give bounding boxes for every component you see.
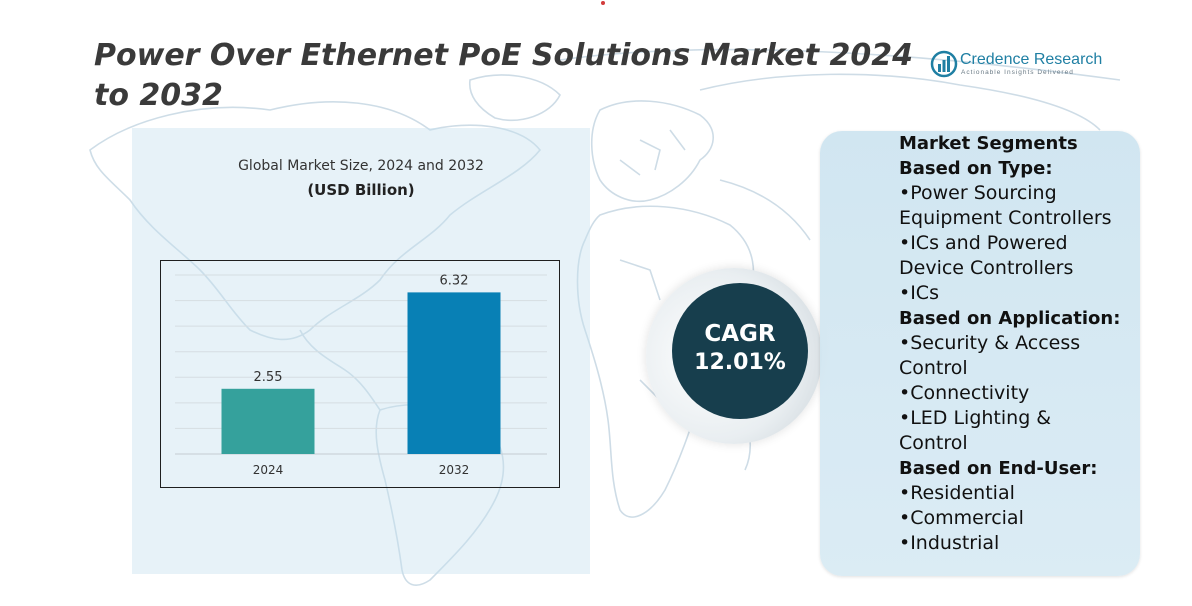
market-segments-list: Market Segments Based on Type: •Power Sour… xyxy=(899,131,1189,556)
bar-2024 xyxy=(221,388,315,454)
segment-item: •ICs and Powered xyxy=(899,232,1068,254)
segment-heading: Based on Application: xyxy=(899,308,1121,329)
credence-research-logo: Credence Research Actionable Insights De… xyxy=(930,50,1110,82)
segment-item: •ICs xyxy=(899,282,939,304)
page-title: Power Over Ethernet PoE Solutions Market… xyxy=(94,38,914,113)
bar-chart-mark-icon xyxy=(930,50,958,78)
bar-chart: 2.55 2024 6.32 2032 xyxy=(160,260,560,488)
x-tick-label-2032: 2032 xyxy=(439,463,470,477)
segment-item: •Residential xyxy=(899,482,1015,504)
x-tick-label-2024: 2024 xyxy=(253,463,284,477)
data-label-2024: 2.55 xyxy=(254,370,283,385)
cagr-label: CAGR xyxy=(704,321,776,347)
segment-item: Device Controllers xyxy=(899,257,1074,279)
segment-item: •Connectivity xyxy=(899,382,1030,404)
top-marker-dot xyxy=(601,1,605,5)
bar-2032 xyxy=(407,292,501,454)
segment-item: •Commercial xyxy=(899,507,1024,529)
segments-panel xyxy=(820,131,1140,576)
data-label-2032: 6.32 xyxy=(440,273,469,288)
segment-heading: Based on End-User: xyxy=(899,458,1098,479)
segment-item: Control xyxy=(899,432,968,454)
segment-heading: Based on Type: xyxy=(899,158,1053,179)
logo-name: Credence Research xyxy=(960,51,1103,68)
segment-item: Control xyxy=(899,357,968,379)
segment-item: •Security & Access xyxy=(899,332,1081,354)
chart-panel: Global Market Size, 2024 and 2032 (USD B… xyxy=(132,128,590,574)
segment-item: •Industrial xyxy=(899,532,1000,554)
chart-unit: (USD Billion) xyxy=(307,181,415,199)
logo-tagline: Actionable Insights Delivered xyxy=(961,69,1074,76)
segment-heading: Market Segments xyxy=(899,133,1078,154)
cagr-badge: CAGR 12.01% xyxy=(672,283,808,419)
segment-item: •Power Sourcing xyxy=(899,182,1057,204)
bar-chart-svg: 2.55 2024 6.32 2032 xyxy=(175,273,547,477)
cagr-value: 12.01% xyxy=(694,350,786,375)
segment-item: Equipment Controllers xyxy=(899,207,1112,229)
segment-item: •LED Lighting & xyxy=(899,407,1052,429)
chart-title: Global Market Size, 2024 and 2032 xyxy=(238,158,484,174)
